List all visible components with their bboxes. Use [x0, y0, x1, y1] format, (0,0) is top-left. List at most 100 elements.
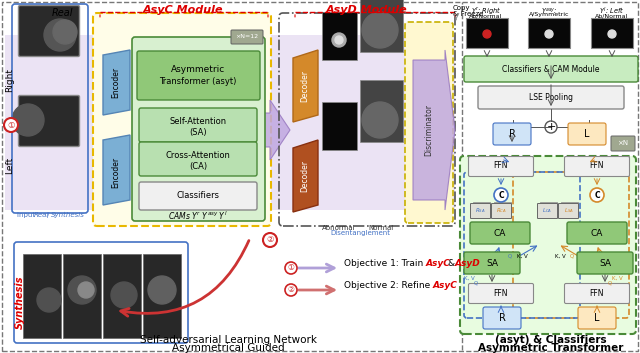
- Circle shape: [263, 233, 277, 247]
- Polygon shape: [293, 50, 318, 122]
- Text: Q: Q: [608, 281, 612, 286]
- Circle shape: [545, 30, 553, 38]
- Text: $Y^{asy}$:: $Y^{asy}$:: [541, 6, 557, 16]
- Text: SA: SA: [486, 258, 498, 268]
- Text: Self-adversarial Learning Network: Self-adversarial Learning Network: [140, 335, 317, 345]
- FancyBboxPatch shape: [468, 283, 534, 304]
- Text: Disentanglement: Disentanglement: [330, 230, 390, 236]
- Text: Cross-Attention: Cross-Attention: [166, 151, 230, 161]
- Text: ②: ②: [287, 286, 294, 294]
- FancyBboxPatch shape: [19, 96, 79, 146]
- Text: Synthesis: Synthesis: [15, 275, 25, 329]
- Text: R: R: [509, 129, 515, 139]
- Circle shape: [53, 20, 77, 44]
- Text: & Freeze: & Freeze: [453, 11, 483, 17]
- FancyBboxPatch shape: [139, 108, 257, 142]
- Text: SA: SA: [599, 258, 611, 268]
- FancyBboxPatch shape: [464, 252, 520, 274]
- Text: Classifiers: Classifiers: [177, 191, 220, 201]
- Text: $Y^l$: Left: $Y^l$: Left: [600, 6, 625, 17]
- FancyBboxPatch shape: [231, 30, 263, 44]
- Text: R: R: [499, 313, 506, 323]
- Text: Ab/Normal: Ab/Normal: [469, 13, 502, 18]
- FancyBboxPatch shape: [132, 37, 265, 221]
- Text: CA: CA: [494, 228, 506, 238]
- Text: FFN: FFN: [493, 288, 508, 298]
- FancyBboxPatch shape: [63, 254, 101, 338]
- FancyBboxPatch shape: [492, 203, 511, 219]
- Circle shape: [608, 30, 616, 38]
- Text: Left: Left: [6, 156, 15, 174]
- FancyBboxPatch shape: [139, 182, 257, 210]
- Text: Discriminator: Discriminator: [424, 104, 433, 156]
- FancyBboxPatch shape: [139, 142, 257, 176]
- Text: (SA): (SA): [189, 127, 207, 137]
- Circle shape: [44, 19, 76, 51]
- Text: $R_{SA}$: $R_{SA}$: [475, 207, 486, 215]
- Text: (CA): (CA): [189, 162, 207, 170]
- Text: Normal: Normal: [369, 225, 394, 231]
- FancyBboxPatch shape: [564, 156, 630, 176]
- FancyBboxPatch shape: [103, 254, 141, 338]
- Text: (asyt) & Classifiers: (asyt) & Classifiers: [495, 335, 607, 345]
- Circle shape: [12, 104, 44, 136]
- Circle shape: [545, 121, 557, 133]
- Text: /: /: [47, 212, 49, 218]
- FancyBboxPatch shape: [578, 307, 616, 329]
- Circle shape: [285, 262, 297, 274]
- FancyBboxPatch shape: [591, 18, 633, 48]
- Text: +: +: [547, 122, 556, 132]
- Text: K, V: K, V: [463, 275, 474, 281]
- Circle shape: [483, 30, 491, 38]
- FancyBboxPatch shape: [5, 35, 455, 210]
- FancyBboxPatch shape: [567, 222, 627, 244]
- FancyBboxPatch shape: [494, 202, 511, 214]
- FancyBboxPatch shape: [468, 156, 534, 176]
- Text: Abnormal: Abnormal: [322, 225, 356, 231]
- Text: ①: ①: [7, 120, 15, 130]
- Circle shape: [4, 118, 18, 132]
- FancyBboxPatch shape: [540, 202, 557, 214]
- Circle shape: [68, 276, 96, 304]
- Circle shape: [78, 282, 94, 298]
- FancyBboxPatch shape: [611, 136, 635, 151]
- Text: Q: Q: [508, 253, 512, 258]
- Text: AsyC Module: AsyC Module: [143, 5, 223, 15]
- Text: $L_{CA}$: $L_{CA}$: [543, 207, 552, 215]
- Circle shape: [37, 288, 61, 312]
- Text: FFN: FFN: [493, 162, 508, 170]
- FancyBboxPatch shape: [143, 254, 181, 338]
- FancyBboxPatch shape: [568, 123, 606, 145]
- Circle shape: [285, 284, 297, 296]
- Text: K, V: K, V: [612, 275, 622, 281]
- Text: Copy: Copy: [453, 5, 470, 11]
- FancyBboxPatch shape: [360, 80, 403, 142]
- Text: FFN: FFN: [589, 162, 604, 170]
- FancyBboxPatch shape: [405, 22, 453, 223]
- Circle shape: [362, 102, 398, 138]
- FancyBboxPatch shape: [460, 156, 636, 334]
- Polygon shape: [413, 50, 455, 210]
- Text: Decoder: Decoder: [301, 160, 310, 192]
- Circle shape: [332, 33, 346, 47]
- Text: Decoder: Decoder: [301, 70, 310, 102]
- Circle shape: [335, 36, 343, 44]
- FancyBboxPatch shape: [464, 56, 638, 82]
- Text: Q: Q: [474, 281, 478, 286]
- Text: Objective 2: Refine: Objective 2: Refine: [344, 281, 433, 289]
- Text: Ab/Normal: Ab/Normal: [595, 13, 628, 18]
- Circle shape: [148, 276, 176, 304]
- Circle shape: [111, 282, 137, 308]
- Text: LSE Pooling: LSE Pooling: [529, 92, 573, 102]
- Text: Asymmetrical Guided: Asymmetrical Guided: [172, 343, 284, 353]
- Text: Right: Right: [6, 68, 15, 92]
- Text: Q: Q: [570, 253, 574, 258]
- Text: $R_{CA}$: $R_{CA}$: [496, 207, 507, 215]
- FancyBboxPatch shape: [322, 12, 357, 60]
- Text: Classifiers & CAM Module: Classifiers & CAM Module: [502, 65, 600, 73]
- Text: CA: CA: [591, 228, 603, 238]
- Polygon shape: [103, 135, 130, 205]
- Text: ×N: ×N: [618, 140, 628, 146]
- FancyBboxPatch shape: [23, 254, 61, 338]
- Text: FFN: FFN: [589, 288, 604, 298]
